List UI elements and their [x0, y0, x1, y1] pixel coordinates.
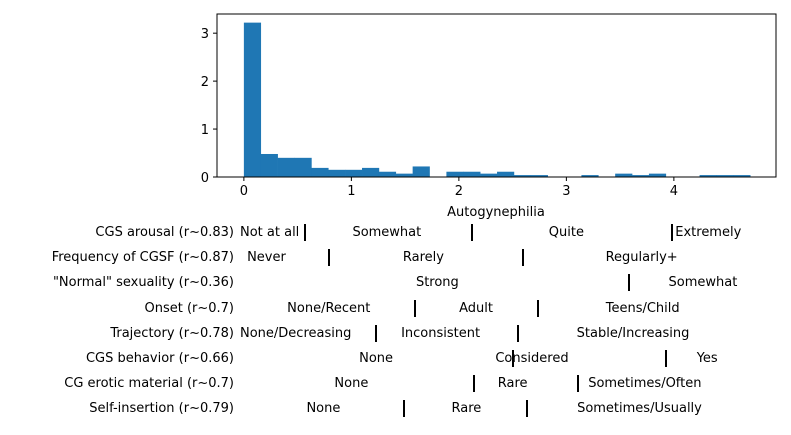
histogram-bar — [513, 175, 532, 177]
scale-label: Rare — [497, 376, 528, 392]
scale-label: Quite — [548, 225, 584, 240]
x-tick-label: 2 — [455, 184, 463, 199]
histogram-bar — [699, 175, 717, 177]
histogram-bar — [395, 173, 413, 177]
scale-row-title: CGS behavior (r~0.66) — [85, 351, 234, 366]
histogram-bar — [581, 175, 599, 177]
scale-row-title: Trajectory (r~0.78) — [110, 325, 234, 341]
scale-divider — [522, 249, 525, 267]
scale-label: Somewhat — [668, 275, 738, 291]
histogram-bar — [716, 175, 734, 177]
histogram-bar — [294, 157, 312, 177]
scale-divider — [665, 350, 668, 367]
scale-label: Rarely — [402, 250, 444, 266]
x-tick-label: 0 — [240, 184, 248, 199]
x-tick-label: 4 — [670, 184, 678, 199]
scale-divider — [670, 224, 673, 241]
histogram-bar — [480, 173, 498, 177]
histogram-bar — [260, 153, 278, 177]
scale-divider — [403, 400, 406, 418]
histogram-bar — [648, 173, 667, 177]
y-tick-label: 0 — [201, 171, 209, 186]
axes: 0 1 2 3 4 0 1 2 3 — [201, 13, 777, 199]
histogram-bar — [345, 169, 363, 177]
histogram-bar — [463, 171, 481, 177]
histogram-bar — [530, 175, 548, 177]
scale-divider — [472, 375, 475, 393]
scale-divider — [470, 224, 473, 241]
histogram-bar — [615, 173, 633, 177]
scale-divider — [375, 324, 378, 342]
histogram-bar — [378, 171, 397, 177]
scale-label: Rare — [451, 401, 482, 417]
scale-label: Extremely — [675, 225, 742, 240]
x-tick-label: 3 — [562, 184, 570, 199]
scale-label: Considered — [495, 351, 569, 366]
scale-label: None — [359, 351, 394, 366]
histogram-bar — [277, 157, 295, 177]
x-axis-label: Autogynephilia — [447, 205, 545, 220]
scale-row-title: CG erotic material (r~0.7) — [64, 376, 234, 392]
histogram-bar — [311, 167, 329, 177]
scale-divider — [627, 274, 630, 292]
scale-label: None/Recent — [287, 300, 371, 316]
scale-label: None — [334, 376, 369, 392]
scale-divider — [511, 350, 514, 367]
scale-label: Strong — [415, 275, 459, 291]
scale-divider — [525, 400, 528, 418]
histogram-bar — [243, 22, 262, 178]
histogram-bar — [733, 175, 751, 177]
scale-label: Not at all — [240, 225, 300, 240]
scale-label: None — [306, 401, 341, 417]
scale-label: Sometimes/Usually — [577, 401, 702, 417]
scale-label: Inconsistent — [401, 325, 481, 341]
scale-label: None/Decreasing — [240, 325, 352, 341]
histogram-bar — [632, 175, 650, 177]
scale-divider — [517, 324, 519, 342]
scale-row-title: Frequency of CGSF (r~0.87) — [51, 250, 234, 266]
scale-label: Sometimes/Often — [588, 376, 702, 392]
histogram-bar — [362, 167, 380, 177]
plot-frame — [216, 13, 777, 178]
x-tick-label: 1 — [347, 184, 355, 199]
histogram-bar — [328, 169, 346, 177]
y-tick-label: 2 — [201, 75, 209, 90]
scale-divider — [327, 249, 330, 267]
scale-label: Adult — [459, 300, 493, 316]
scale-row-title: CGS arousal (r~0.83) — [95, 225, 234, 240]
scale-divider — [577, 375, 580, 393]
scale-divider — [537, 299, 540, 317]
scale-label: Yes — [696, 351, 718, 366]
scale-label: Regularly+ — [605, 250, 678, 266]
scale-label: Teens/Child — [605, 300, 680, 316]
histogram-bars — [243, 22, 751, 178]
scale-label: Stable/Increasing — [576, 325, 690, 341]
histogram-bar — [446, 171, 464, 177]
scale-divider — [304, 224, 307, 241]
scale-label: Never — [247, 250, 286, 266]
histogram-bar — [497, 171, 515, 177]
scale-divider — [413, 299, 416, 317]
scale-row-title: Self-insertion (r~0.79) — [89, 401, 234, 417]
y-tick-label: 1 — [201, 123, 209, 138]
histogram-bar — [412, 166, 430, 177]
scale-label: Somewhat — [352, 225, 422, 240]
scale-row-title: Onset (r~0.7) — [144, 300, 234, 316]
y-tick-label: 3 — [201, 27, 209, 42]
scale-row-title: "Normal" sexuality (r~0.36) — [52, 275, 234, 291]
